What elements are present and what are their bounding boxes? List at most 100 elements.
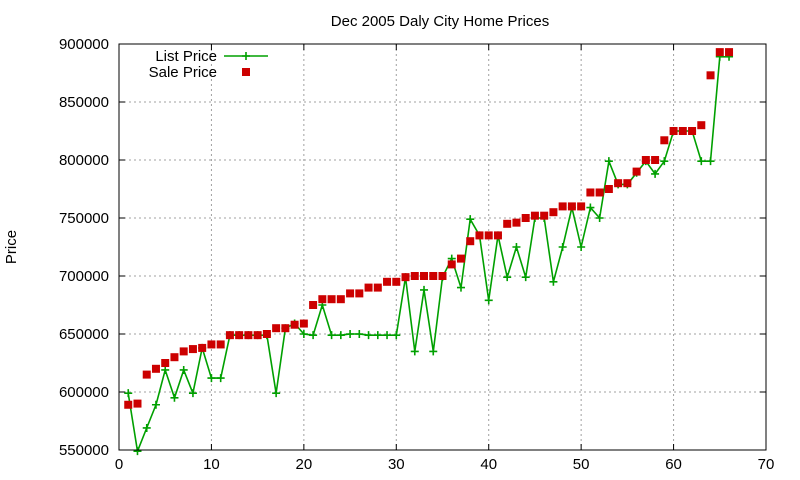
data-point-sale-price (151, 364, 160, 373)
data-point-list-price (586, 203, 595, 212)
data-point-sale-price (142, 370, 151, 379)
data-point-sale-price (614, 179, 623, 188)
data-point-sale-price (244, 331, 253, 340)
data-point-sale-price (484, 231, 493, 240)
data-point-sale-price (558, 202, 567, 211)
data-point-list-price (336, 331, 345, 340)
data-point-sale-price (641, 156, 650, 164)
chart-title: Dec 2005 Daly City Home Prices (331, 13, 549, 30)
data-point-sale-price (216, 340, 225, 349)
data-point-sale-price (299, 319, 308, 328)
data-point-list-price (383, 331, 392, 340)
data-point-list-price (410, 347, 419, 356)
data-point-list-price (697, 157, 706, 166)
data-point-sale-price (475, 231, 484, 240)
data-point-list-price (188, 389, 197, 398)
data-point-sale-price (669, 127, 678, 135)
data-point-sale-price (447, 260, 456, 269)
data-point-sale-price (133, 399, 142, 408)
x-tick-label: 70 (758, 456, 775, 473)
data-point-sale-price (383, 277, 392, 286)
data-point-sale-price (225, 331, 234, 340)
x-tick-label: 10 (203, 456, 220, 473)
y-tick-label: 900000 (59, 36, 109, 53)
data-point-sale-price (198, 343, 207, 352)
data-point-sale-price (660, 136, 669, 145)
data-point-sale-price (567, 202, 576, 211)
data-point-list-price (429, 347, 438, 356)
data-point-sale-price (521, 214, 530, 222)
data-point-sale-price (327, 295, 336, 304)
data-point-sale-price (466, 237, 475, 246)
data-point-sale-price (392, 277, 401, 286)
data-point-sale-price (170, 353, 179, 362)
data-point-sale-price (262, 330, 271, 338)
data-point-list-price (466, 215, 475, 224)
data-point-sale-price (595, 188, 604, 197)
x-tick-label: 30 (388, 456, 405, 473)
y-tick-label: 750000 (59, 210, 109, 227)
data-point-sale-price (272, 324, 281, 333)
data-point-list-price (170, 393, 179, 402)
data-point-sale-price (503, 219, 512, 228)
legend-label-sale-price: Sale Price (149, 64, 217, 81)
legend-label-list-price: List Price (155, 48, 217, 65)
data-point-sale-price (651, 156, 660, 164)
data-point-list-price (179, 365, 188, 374)
data-point-list-price (124, 389, 133, 398)
data-point-sale-price (429, 272, 438, 280)
data-point-list-price (549, 277, 558, 286)
data-point-sale-price (401, 273, 410, 282)
data-point-sale-price (281, 324, 290, 333)
data-point-sale-price (438, 272, 447, 280)
data-point-sale-price (577, 202, 586, 211)
y-tick-label: 800000 (59, 152, 109, 169)
data-point-sale-price (493, 231, 502, 240)
data-point-sale-price (688, 127, 697, 135)
data-point-list-price (142, 423, 151, 432)
data-point-list-price (216, 374, 225, 383)
data-point-list-price (207, 374, 216, 383)
y-tick-label: 650000 (59, 326, 109, 343)
data-point-sale-price (235, 331, 244, 340)
series-layer (124, 48, 734, 456)
data-point-sale-price (456, 254, 465, 263)
y-axis-label: Price (3, 230, 20, 264)
data-point-list-price (346, 330, 355, 338)
plot-border (118, 43, 767, 451)
data-point-sale-price (632, 167, 641, 176)
data-point-sale-price (188, 345, 197, 354)
data-point-list-price (577, 243, 586, 251)
data-point-sale-price (346, 289, 355, 298)
data-point-sale-price (179, 347, 188, 356)
y-tick-label: 600000 (59, 384, 109, 401)
x-tick-label: 20 (296, 456, 313, 473)
data-point-list-price (327, 331, 336, 340)
data-point-sale-price (715, 48, 724, 57)
data-point-sale-price (420, 272, 429, 280)
data-point-sale-price (318, 295, 327, 304)
axis-ticks: 0 10 20 30 40 50 60 70 550000 600000 650000 700000 7… (59, 36, 774, 473)
data-point-sale-price (540, 211, 549, 220)
data-point-sale-price (410, 272, 419, 280)
data-point-sale-price (373, 283, 382, 292)
data-point-list-price (309, 331, 318, 340)
data-point-sale-price (161, 359, 170, 367)
y-tick-label: 700000 (59, 268, 109, 285)
data-point-list-price (420, 285, 429, 294)
x-tick-label: 0 (115, 456, 123, 473)
data-point-sale-price (290, 320, 299, 329)
data-point-list-price (484, 296, 493, 305)
data-point-sale-price (336, 295, 345, 304)
data-point-list-price (373, 331, 382, 340)
y-tick-label: 850000 (59, 94, 109, 111)
data-point-list-price (151, 400, 160, 409)
x-tick-label: 40 (480, 456, 497, 473)
data-point-list-price (558, 243, 567, 251)
data-point-list-price (512, 243, 521, 251)
data-point-sale-price (623, 179, 632, 188)
data-point-list-price (660, 157, 669, 166)
data-point-list-price (503, 273, 512, 282)
data-point-sale-price (309, 301, 318, 309)
